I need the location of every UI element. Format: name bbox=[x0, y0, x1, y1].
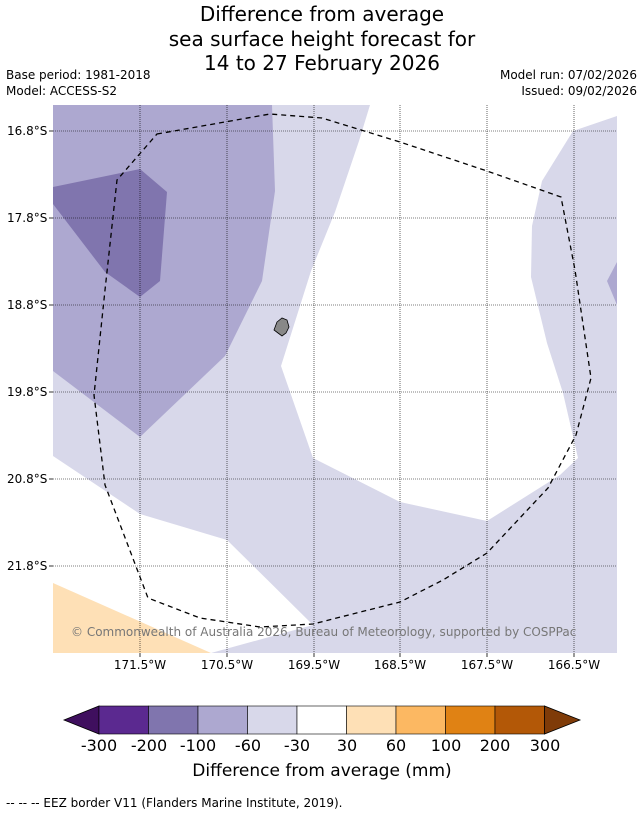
lat-label-17-8s: 17.8°S bbox=[7, 211, 48, 225]
colorbar-tick-neg200: -200 bbox=[130, 736, 168, 755]
colorbar-segment-9 bbox=[494, 705, 545, 735]
colorbar-tick-neg30: -30 bbox=[283, 736, 311, 755]
colorbar-extend-high bbox=[544, 705, 582, 735]
colorbar-tick-100: 100 bbox=[430, 736, 462, 755]
island-landmass bbox=[273, 317, 290, 337]
colorbar bbox=[62, 705, 582, 735]
map-title: Difference from average sea surface heig… bbox=[0, 2, 644, 76]
lat-label-20-8s: 20.8°S bbox=[7, 472, 48, 486]
contour-band-30-60 bbox=[53, 583, 211, 653]
meta-left: Base period: 1981-2018 Model: ACCESS-S2 bbox=[6, 67, 151, 99]
title-line-1: Difference from average bbox=[199, 2, 445, 26]
colorbar-segment-1 bbox=[98, 705, 149, 735]
lat-label-16-8s: 16.8°S bbox=[7, 124, 48, 138]
map-plot-area bbox=[53, 105, 617, 653]
colorbar-tick-60: 60 bbox=[385, 736, 407, 755]
lon-label-168-5w: 168.5°W bbox=[373, 658, 427, 672]
meta-right: Model run: 07/02/2026 Issued: 09/02/2026 bbox=[500, 67, 637, 99]
title-line-3: 14 to 27 February 2026 bbox=[204, 51, 440, 75]
eez-border bbox=[93, 113, 592, 628]
copyright-notice: © Commonwealth of Australia 2026, Bureau… bbox=[71, 625, 577, 639]
issued-date: Issued: 09/02/2026 bbox=[521, 84, 637, 98]
lon-label-167-5w: 167.5°W bbox=[460, 658, 514, 672]
contour-band-neg200-neg100 bbox=[53, 169, 167, 297]
base-period: Base period: 1981-2018 bbox=[6, 68, 151, 82]
colorbar-tick-neg100: -100 bbox=[179, 736, 217, 755]
title-line-2: sea surface height forecast for bbox=[168, 26, 476, 51]
colorbar-segment-7 bbox=[395, 705, 446, 735]
map-tick-marks bbox=[49, 130, 575, 657]
model-name: Model: ACCESS-S2 bbox=[6, 84, 118, 98]
colorbar-segment-8 bbox=[445, 705, 496, 735]
colorbar-tick-300: 300 bbox=[529, 736, 561, 755]
colorbar-tick-200: 200 bbox=[479, 736, 511, 755]
lon-label-166-5w: 166.5°W bbox=[547, 658, 601, 672]
colorbar-extend-low bbox=[62, 705, 100, 735]
colorbar-tick-neg60: -60 bbox=[234, 736, 262, 755]
eez-legend-note: -- -- -- EEZ border V11 (Flanders Marine… bbox=[6, 796, 343, 810]
contour-band-neg30-30-south bbox=[53, 456, 313, 653]
colorbar-label: Difference from average (mm) bbox=[192, 761, 452, 781]
model-run: Model run: 07/02/2026 bbox=[499, 68, 637, 82]
lat-label-18-8s: 18.8°S bbox=[7, 298, 48, 312]
colorbar-segment-5 bbox=[296, 705, 347, 735]
colorbar-segment-3 bbox=[197, 705, 248, 735]
colorbar-segment-2 bbox=[148, 705, 199, 735]
contour-band-neg30-30 bbox=[281, 105, 617, 521]
colorbar-segment-6 bbox=[346, 705, 397, 735]
lon-label-171-5w: 171.5°W bbox=[113, 658, 167, 672]
lat-label-21-8s: 21.8°S bbox=[7, 559, 48, 573]
map-gridlines bbox=[53, 105, 617, 653]
colorbar-tick-30: 30 bbox=[336, 736, 358, 755]
lon-label-169-5w: 169.5°W bbox=[287, 658, 341, 672]
lon-label-170-5w: 170.5°W bbox=[200, 658, 254, 672]
lat-label-19-8s: 19.8°S bbox=[7, 385, 48, 399]
colorbar-segment-4 bbox=[247, 705, 298, 735]
contour-band-neg100-neg60-east bbox=[607, 262, 617, 305]
colorbar-tick-neg300: -300 bbox=[80, 736, 118, 755]
